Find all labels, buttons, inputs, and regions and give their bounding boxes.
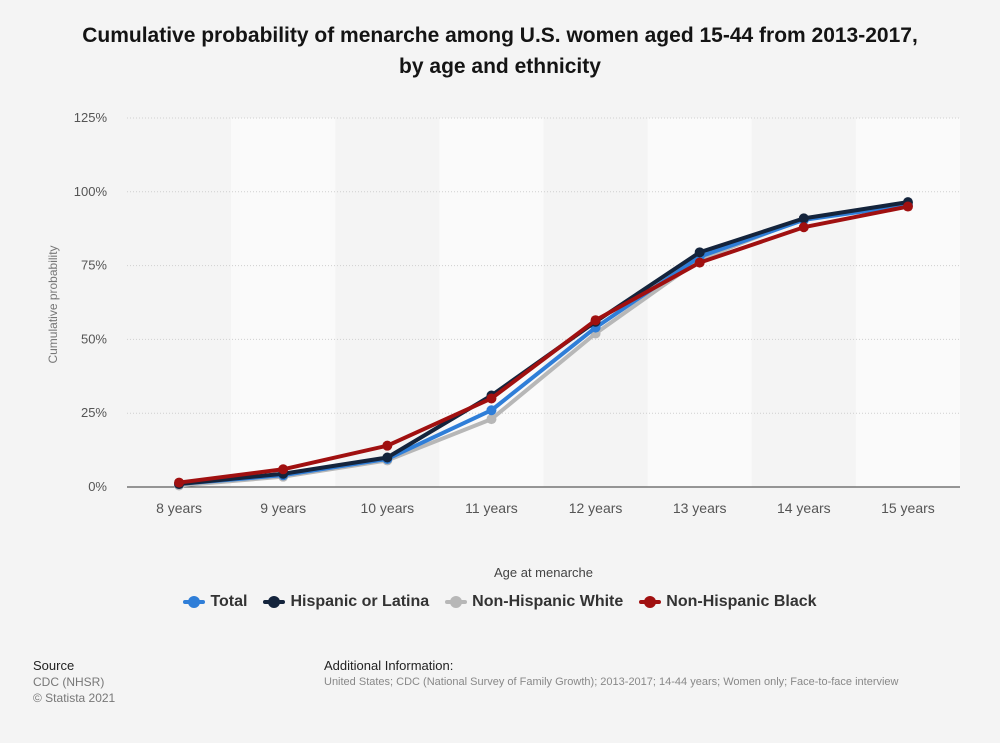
- legend-dot: [450, 596, 463, 608]
- x-axis-title: Age at menarche: [494, 565, 593, 580]
- x-tick-label: 14 years: [777, 500, 831, 516]
- legend-symbol: [639, 596, 662, 608]
- legend-symbol: [445, 596, 468, 608]
- legend-label: Total: [210, 593, 248, 610]
- plot-band: [855, 118, 960, 487]
- data-point[interactable]: [278, 464, 289, 475]
- y-tick-label: 0%: [88, 479, 107, 494]
- data-point[interactable]: [486, 393, 497, 404]
- chart-title: Cumulative probability of menarche among…: [0, 20, 1000, 82]
- legend-label: Non-Hispanic White: [472, 593, 624, 610]
- additional-info-block: Additional Information: United States; C…: [324, 658, 898, 690]
- copyright: © Statista 2021: [33, 691, 116, 705]
- data-point[interactable]: [590, 315, 601, 326]
- x-tick-label: 8 years: [156, 500, 202, 516]
- source-name[interactable]: CDC (NHSR): [33, 675, 105, 689]
- chart-title-line-1: Cumulative probability of menarche among…: [82, 24, 918, 47]
- y-tick-label: 125%: [74, 110, 108, 125]
- data-point[interactable]: [694, 257, 705, 268]
- series-line-non-hispanic-black[interactable]: [177, 204, 910, 485]
- legend-item[interactable]: Non-Hispanic White: [445, 593, 623, 611]
- data-point[interactable]: [486, 405, 497, 416]
- chart-title-line-2: by age and ethnicity: [399, 55, 601, 78]
- legend-symbol: [263, 596, 286, 608]
- line-chart: 0% 25% 50% 75% 100% 125% 8 years 9 years 10 year…: [46, 110, 960, 580]
- legend-dot: [644, 596, 657, 608]
- source-block: Source CDC (NHSR) © Statista 2021: [33, 658, 115, 706]
- data-point[interactable]: [902, 201, 913, 212]
- data-point[interactable]: [382, 440, 393, 451]
- x-tick-label: 15 years: [881, 500, 935, 516]
- plot-band: [231, 118, 336, 487]
- x-tick-label: 9 years: [260, 500, 306, 516]
- legend-dot: [188, 596, 201, 608]
- y-tick-label: 75%: [81, 258, 107, 273]
- data-point[interactable]: [798, 222, 809, 233]
- plot-band: [647, 118, 752, 487]
- y-tick-label: 25%: [81, 405, 107, 420]
- additional-info-heading: Additional Information:: [324, 658, 454, 673]
- legend-item[interactable]: Total: [183, 593, 247, 611]
- legend-item[interactable]: Non-Hispanic Black: [639, 593, 817, 611]
- data-point[interactable]: [382, 452, 393, 463]
- chart-legend: Total Hispanic or Latina Non-Hispanic Whit…: [0, 593, 1000, 611]
- legend-label: Hispanic or Latina: [290, 593, 430, 610]
- data-point[interactable]: [694, 247, 705, 258]
- data-point[interactable]: [174, 477, 185, 488]
- x-tick-label: 11 years: [465, 500, 518, 516]
- legend-item[interactable]: Hispanic or Latina: [263, 593, 429, 611]
- y-tick-label: 50%: [81, 331, 107, 346]
- legend-dot: [268, 596, 281, 608]
- additional-info-text: United States; CDC (National Survey of F…: [324, 676, 899, 688]
- source-heading: Source: [33, 658, 75, 673]
- y-tick-label: 100%: [74, 184, 108, 199]
- data-point[interactable]: [486, 414, 497, 425]
- y-axis-title: Cumulative probability: [46, 245, 60, 363]
- legend-symbol: [183, 596, 206, 608]
- x-tick-label: 13 years: [673, 500, 727, 516]
- data-point[interactable]: [798, 213, 809, 224]
- x-tick-label: 10 years: [360, 500, 414, 516]
- x-tick-label: 12 years: [569, 500, 623, 516]
- legend-label: Non-Hispanic Black: [666, 593, 817, 610]
